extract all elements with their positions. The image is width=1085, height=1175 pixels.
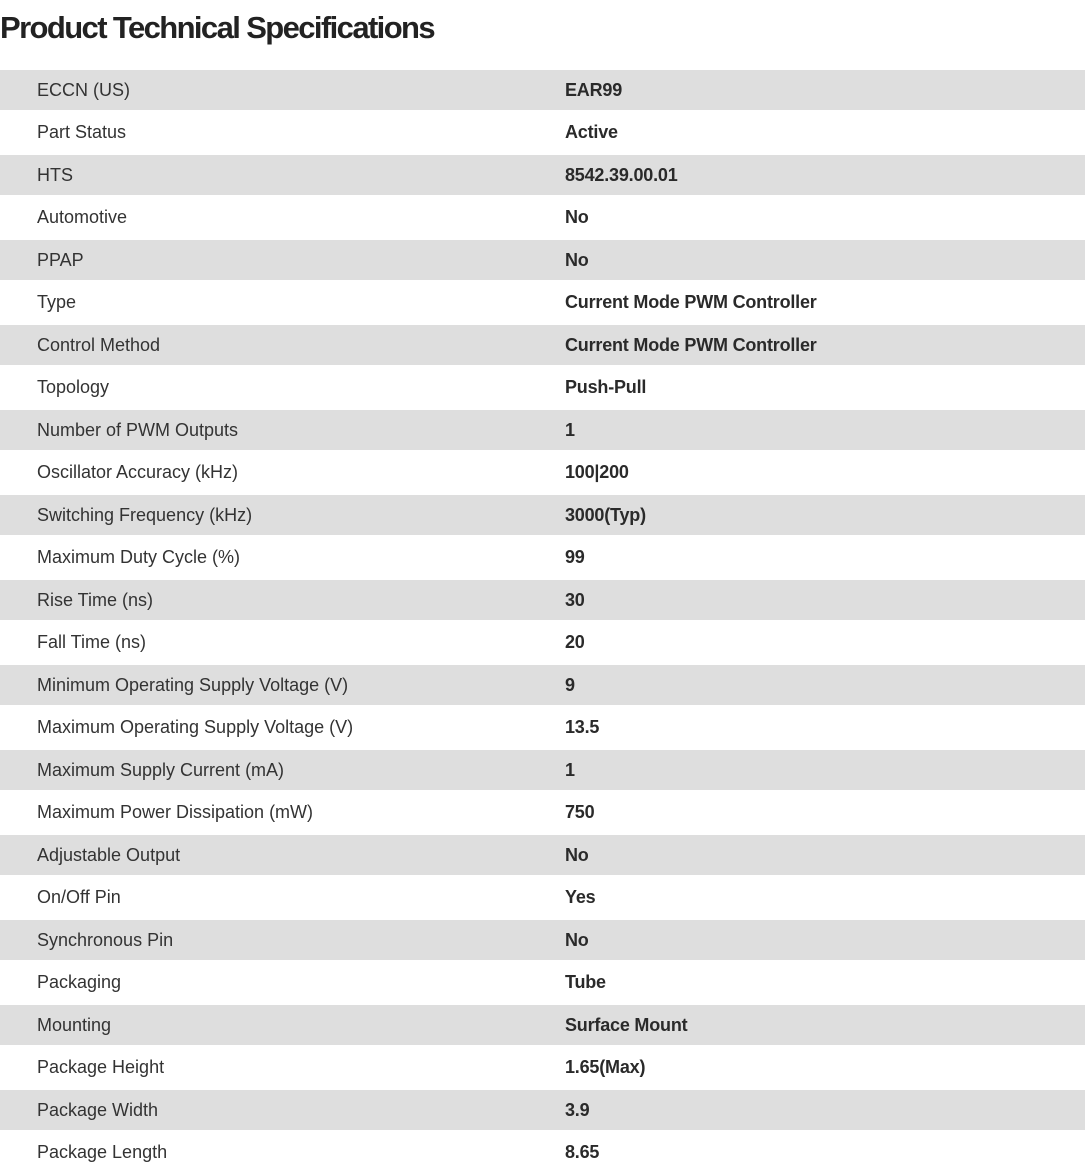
- spec-row: Number of PWM Outputs 1: [0, 410, 1085, 450]
- spec-value: Surface Mount: [565, 1014, 688, 1035]
- spec-value: 3000(Typ): [565, 504, 646, 525]
- spec-value: Tube: [565, 972, 606, 992]
- spec-label: HTS: [37, 164, 73, 185]
- spec-label: Rise Time (ns): [37, 589, 154, 610]
- spec-label: Number of PWM Outputs: [37, 419, 239, 440]
- spec-value: No: [565, 844, 589, 865]
- spec-value: 100|200: [565, 462, 629, 482]
- spec-label: Control Method: [37, 334, 161, 355]
- spec-value: 3.9: [565, 1099, 590, 1120]
- spec-row: Package Height 1.65(Max): [0, 1045, 1085, 1090]
- spec-label: Switching Frequency (kHz): [37, 504, 253, 525]
- spec-label: PPAP: [37, 249, 84, 270]
- spec-row: Package Width 3.9: [0, 1090, 1085, 1130]
- spec-label: Packaging: [37, 972, 122, 992]
- spec-label: Oscillator Accuracy (kHz): [37, 462, 239, 482]
- spec-label: Topology: [37, 377, 110, 397]
- spec-row: Synchronous Pin No: [0, 920, 1085, 960]
- spec-row: Maximum Operating Supply Voltage (V) 13.5: [0, 705, 1085, 750]
- spec-row: Mounting Surface Mount: [0, 1005, 1085, 1045]
- spec-label: Maximum Operating Supply Voltage (V): [37, 717, 354, 737]
- spec-label: Minimum Operating Supply Voltage (V): [37, 674, 349, 695]
- spec-row: Package Length 8.65: [0, 1130, 1085, 1175]
- spec-value: 1.65(Max): [565, 1057, 646, 1077]
- spec-value: 8.65: [565, 1142, 600, 1162]
- spec-label: Fall Time (ns): [37, 632, 147, 652]
- spec-value: 1: [565, 759, 575, 780]
- spec-value: Current Mode PWM Controller: [565, 292, 817, 312]
- spec-value: 30: [565, 589, 585, 610]
- spec-value: 9: [565, 674, 575, 695]
- spec-value: Current Mode PWM Controller: [565, 334, 817, 355]
- spec-row: Oscillator Accuracy (kHz) 100|200: [0, 450, 1085, 495]
- spec-label: Package Height: [37, 1057, 165, 1077]
- spec-row: Type Current Mode PWM Controller: [0, 280, 1085, 325]
- spec-row: On/Off Pin Yes: [0, 875, 1085, 920]
- spec-row: Automotive No: [0, 195, 1085, 240]
- spec-row: Packaging Tube: [0, 960, 1085, 1005]
- spec-value: 750: [565, 802, 595, 822]
- spec-row: ECCN (US) EAR99: [0, 70, 1085, 110]
- spec-value: Yes: [565, 887, 596, 907]
- spec-row: Adjustable Output No: [0, 835, 1085, 875]
- spec-label: On/Off Pin: [37, 887, 121, 907]
- spec-value: 13.5: [565, 717, 600, 737]
- spec-label: Package Width: [37, 1099, 159, 1120]
- spec-row: Control Method Current Mode PWM Controlle…: [0, 325, 1085, 365]
- spec-label: Part Status: [37, 122, 127, 142]
- spec-row: Maximum Duty Cycle (%) 99: [0, 535, 1085, 580]
- spec-row: Maximum Supply Current (mA) 1: [0, 750, 1085, 790]
- spec-label: Maximum Supply Current (mA): [37, 759, 285, 780]
- spec-value: Active: [565, 122, 618, 142]
- spec-label: Mounting: [37, 1014, 112, 1035]
- spec-table: ECCN (US) EAR99 Part Status Active HTS 8542.3…: [0, 70, 1085, 1175]
- spec-value: 1: [565, 419, 575, 440]
- spec-row: Switching Frequency (kHz) 3000(Typ): [0, 495, 1085, 535]
- spec-row: Fall Time (ns) 20: [0, 620, 1085, 665]
- spec-row: Maximum Power Dissipation (mW) 750: [0, 790, 1085, 835]
- spec-row: Topology Push-Pull: [0, 365, 1085, 410]
- spec-label: Type: [37, 292, 77, 312]
- spec-row: Part Status Active: [0, 110, 1085, 155]
- spec-label: Adjustable Output: [37, 844, 181, 865]
- spec-row: Minimum Operating Supply Voltage (V) 9: [0, 665, 1085, 705]
- spec-label: Maximum Duty Cycle (%): [37, 547, 241, 567]
- spec-label: Package Length: [37, 1142, 168, 1162]
- page-title: Product Technical Specifications: [0, 10, 436, 45]
- spec-label: ECCN (US): [37, 79, 130, 100]
- spec-value: EAR99: [565, 79, 623, 100]
- spec-value: Push-Pull: [565, 377, 647, 397]
- spec-value: 99: [565, 547, 585, 567]
- spec-value: No: [565, 249, 589, 270]
- spec-label: Automotive: [37, 207, 128, 227]
- spec-value: 20: [565, 632, 585, 652]
- spec-row: Rise Time (ns) 30: [0, 580, 1085, 620]
- spec-value: 8542.39.00.01: [565, 164, 678, 185]
- spec-row: HTS 8542.39.00.01: [0, 155, 1085, 195]
- spec-value: No: [565, 207, 589, 227]
- spec-label: Maximum Power Dissipation (mW): [37, 802, 314, 822]
- spec-label: Synchronous Pin: [37, 929, 174, 950]
- spec-row: PPAP No: [0, 240, 1085, 280]
- spec-value: No: [565, 929, 589, 950]
